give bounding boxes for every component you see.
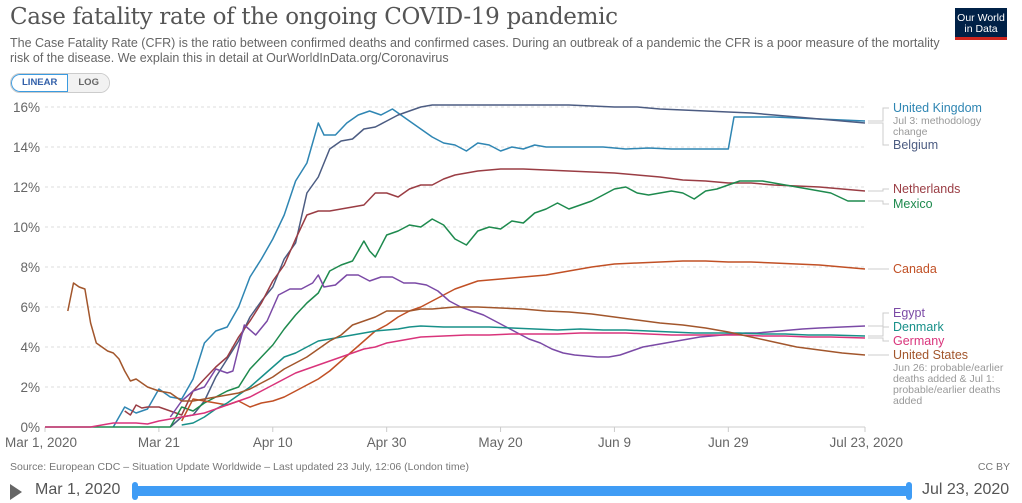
series-annotation: added <box>893 395 922 407</box>
y-tick-label: 2% <box>20 380 40 395</box>
y-tick-label: 12% <box>13 180 40 195</box>
label-connector <box>868 312 889 327</box>
play-icon[interactable] <box>10 484 22 500</box>
y-tick-label: 10% <box>13 220 40 235</box>
license-link[interactable]: CC BY <box>977 461 1010 473</box>
timeline-start-handle[interactable] <box>132 482 138 500</box>
series-annotation: Jun 26: probable/earlier <box>893 362 1004 374</box>
series-line-mexico[interactable] <box>45 180 865 428</box>
series-label[interactable]: Germany <box>893 334 945 348</box>
series-lines <box>45 104 866 428</box>
series-line-canada[interactable] <box>181 260 866 422</box>
series-annotation: deaths added & Jul 1: <box>893 373 995 385</box>
y-tick-label: 6% <box>20 300 40 315</box>
y-tick-label: 0% <box>20 420 40 435</box>
series-label[interactable]: United States <box>893 348 968 362</box>
series-label[interactable]: Belgium <box>893 138 938 152</box>
x-tick-label: Apr 10 <box>253 435 293 450</box>
label-connector <box>868 326 889 337</box>
label-connector <box>868 122 889 146</box>
timeline-end-label: Jul 23, 2020 <box>922 481 1010 498</box>
series-line-belgium[interactable] <box>169 104 866 428</box>
series-line-netherlands[interactable] <box>124 168 866 416</box>
series-annotation: Jul 3: methodology <box>893 115 982 127</box>
y-tick-label: 16% <box>13 100 40 115</box>
timeline-end-handle[interactable] <box>906 482 912 500</box>
series-line-united-states[interactable] <box>67 282 866 402</box>
log-scale-button[interactable]: LOG <box>68 74 109 92</box>
timeline-slider: Mar 1, 2020 Jul 23, 2020 <box>0 478 1022 503</box>
series-annotation: probable/earlier deaths <box>893 384 1000 396</box>
source-note: Source: European CDC – Situation Update … <box>10 461 469 473</box>
line-chart: 0% 2% 4% 6% 8% 10% 12% 14% 16% Mar 1, 2020 Mar 21… <box>5 100 1004 450</box>
logo-line-1: Our World <box>957 12 1005 24</box>
scale-toggle: LINEAR LOG <box>10 73 110 93</box>
y-tick-label: 8% <box>20 260 40 275</box>
y-tick-label: 14% <box>13 140 40 155</box>
series-label[interactable]: Egypt <box>893 306 925 320</box>
x-tick-label: May 20 <box>478 435 522 450</box>
owid-logo[interactable]: Our World in Data <box>955 8 1007 40</box>
series-line-united-kingdom[interactable] <box>112 108 866 428</box>
label-connector <box>868 337 889 342</box>
logo-line-2: in Data <box>964 23 998 35</box>
chart-subtitle: The Case Fatality Rate (CFR) is the rati… <box>10 36 940 65</box>
series-annotation: change <box>893 126 928 138</box>
series-label[interactable]: Mexico <box>893 197 933 211</box>
y-axis: 0% 2% 4% 6% 8% 10% 12% 14% 16% <box>13 100 40 435</box>
x-tick-label: Jun 29 <box>708 435 749 450</box>
series-label[interactable]: Canada <box>893 262 937 276</box>
x-tick-label: Mar 1, 2020 <box>5 435 77 450</box>
timeline-start-label: Mar 1, 2020 <box>35 481 121 498</box>
x-tick-label: Jul 23, 2020 <box>829 435 903 450</box>
series-label[interactable]: Denmark <box>893 320 944 334</box>
series-line-denmark[interactable] <box>181 325 866 426</box>
label-connector <box>868 200 889 205</box>
x-tick-label: Jun 9 <box>598 435 631 450</box>
chart-title: Case fatality rate of the ongoing COVID-… <box>10 4 618 30</box>
linear-scale-button[interactable]: LINEAR <box>11 74 69 92</box>
label-connector <box>868 188 889 192</box>
y-tick-label: 4% <box>20 340 40 355</box>
timeline-track[interactable] <box>135 486 910 496</box>
series-label[interactable]: Netherlands <box>893 182 960 196</box>
x-tick-label: Mar 21 <box>138 435 180 450</box>
series-line-egypt[interactable] <box>169 274 866 418</box>
series-line-germany[interactable] <box>45 332 866 428</box>
grid <box>45 106 865 428</box>
series-label[interactable]: United Kingdom <box>893 101 982 115</box>
x-axis: Mar 1, 2020 Mar 21 Apr 10 Apr 30 May 20 Jun 9… <box>5 427 903 450</box>
x-tick-label: Apr 30 <box>367 435 407 450</box>
label-connector <box>868 107 889 122</box>
